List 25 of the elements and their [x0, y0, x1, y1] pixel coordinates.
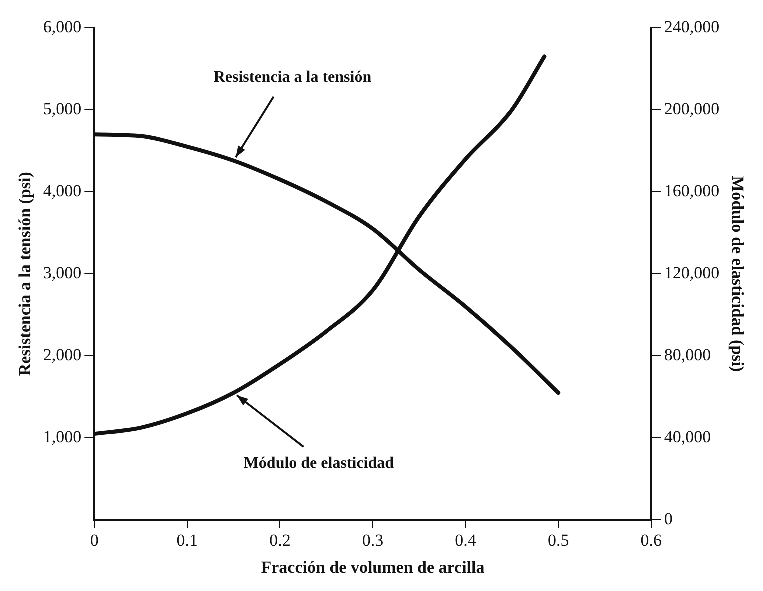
y-tick-label: 4,000	[43, 182, 82, 201]
y2-tick-label: 80,000	[664, 346, 712, 365]
x-tick-label: 0.4	[455, 530, 477, 550]
y2-tick-label: 240,000	[664, 17, 720, 36]
y2-tick-label: 0	[664, 510, 673, 529]
x-tick-label: 0	[90, 530, 99, 550]
y-tick-label: 1,000	[43, 428, 82, 447]
y-tick-label: 3,000	[43, 264, 82, 283]
x-tick-label: 0.5	[548, 530, 570, 550]
x-axis-title: Fracción de volumen de arcilla	[261, 558, 486, 578]
y2-tick-label: 200,000	[664, 100, 720, 118]
text: Resistencia a la tensión	[214, 68, 372, 87]
y-tick-label: 6,000	[43, 17, 82, 36]
text: Módulo de elasticidad	[244, 455, 394, 474]
y2-tick-label: 120,000	[664, 264, 720, 283]
x-tick-label: 0.2	[270, 530, 291, 550]
x-tick-label: 0.3	[362, 530, 384, 550]
y-tick-label: 2,000	[43, 346, 82, 365]
x-tick-label: 0.6	[640, 530, 662, 550]
y-axis-title: Resistencia a la tensión (psi)	[16, 172, 35, 376]
y2-tick-label: 160,000	[664, 182, 720, 201]
x-tick-label: 0.1	[176, 530, 198, 550]
y2-axis-title: Módulo de elasticidad (psi)	[728, 176, 748, 372]
y-tick-label: 5,000	[43, 100, 82, 118]
y2-tick-label: 40,000	[664, 428, 712, 447]
